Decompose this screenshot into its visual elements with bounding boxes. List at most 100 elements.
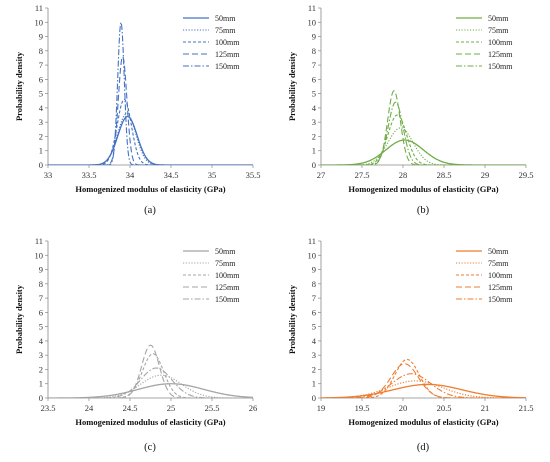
legend-label: 50mm <box>488 247 509 256</box>
x-tick-label: 28 <box>399 170 408 180</box>
x-tick-label: 34 <box>126 170 135 180</box>
x-tick-label: 29.5 <box>519 170 534 180</box>
y-tick-label: 6 <box>39 307 43 317</box>
y-tick-label: 10 <box>35 250 44 260</box>
x-tick-label: 20 <box>399 403 408 413</box>
y-axis-title: Probability density <box>287 284 297 354</box>
x-tick-label: 27 <box>317 170 326 180</box>
y-tick-label: 7 <box>39 293 43 303</box>
y-tick-label: 5 <box>39 89 43 99</box>
legend-label: 150mm <box>488 62 513 71</box>
panel-caption: (d) <box>417 442 430 453</box>
x-tick-label: 29 <box>481 170 490 180</box>
y-tick-label: 4 <box>312 336 317 346</box>
x-tick-label: 28.5 <box>437 170 452 180</box>
x-tick-label: 23.5 <box>41 403 56 413</box>
series-curve-125mm <box>48 55 253 165</box>
x-tick-label: 33.5 <box>82 170 97 180</box>
legend-label: 125mm <box>488 283 513 292</box>
x-tick-label: 25 <box>167 403 176 413</box>
y-tick-label: 2 <box>39 131 43 141</box>
y-tick-label: 0 <box>312 393 316 403</box>
y-tick-label: 4 <box>312 103 317 113</box>
chart-panel-3: 0 1 2 3 4 5 6 7 8 9 10 11 19 19.5 20 20.5 21 21.5 Homogeni… <box>287 236 533 453</box>
y-tick-label: 3 <box>312 117 316 127</box>
legend-label: 150mm <box>215 62 240 71</box>
series-curve-100mm <box>321 114 526 165</box>
x-tick-label: 25.5 <box>205 403 220 413</box>
y-tick-label: 9 <box>312 265 316 275</box>
x-axis-title: Homogenized modulus of elasticity (GPa) <box>75 417 225 427</box>
y-tick-label: 5 <box>312 89 316 99</box>
y-tick-label: 5 <box>312 322 316 332</box>
y-tick-label: 1 <box>39 146 43 156</box>
y-tick-label: 1 <box>39 379 43 389</box>
y-tick-label: 11 <box>35 236 43 246</box>
y-tick-label: 11 <box>308 236 316 246</box>
y-tick-label: 3 <box>39 350 43 360</box>
series-curve-150mm <box>321 373 526 398</box>
legend-label: 125mm <box>488 50 513 59</box>
y-tick-label: 9 <box>39 265 43 275</box>
series-curve-50mm <box>48 383 253 398</box>
x-axis-title: Homogenized modulus of elasticity (GPa) <box>348 184 498 194</box>
series-curve-125mm <box>48 344 253 398</box>
y-tick-label: 6 <box>39 74 43 84</box>
series-curve-50mm <box>48 115 253 165</box>
legend-label: 75mm <box>488 259 509 268</box>
y-tick-label: 2 <box>312 131 316 141</box>
y-tick-label: 4 <box>39 336 44 346</box>
y-tick-label: 0 <box>312 160 316 170</box>
legend-label: 75mm <box>215 26 236 35</box>
legend-label: 100mm <box>488 271 513 280</box>
x-tick-label: 19.5 <box>355 403 370 413</box>
y-tick-label: 11 <box>308 3 316 13</box>
panel-caption: (b) <box>417 205 430 216</box>
legend-label: 100mm <box>488 38 513 47</box>
legend-label: 50mm <box>215 14 236 23</box>
y-tick-label: 7 <box>312 293 316 303</box>
y-tick-label: 3 <box>39 117 43 127</box>
x-tick-label: 20.5 <box>437 403 452 413</box>
x-axis-title: Homogenized modulus of elasticity (GPa) <box>348 417 498 427</box>
legend-label: 100mm <box>215 271 240 280</box>
y-tick-label: 9 <box>39 32 43 42</box>
y-tick-label: 2 <box>312 364 316 374</box>
x-tick-label: 35 <box>208 170 217 180</box>
x-axis-title: Homogenized modulus of elasticity (GPa) <box>75 184 225 194</box>
series-curve-100mm <box>48 353 253 398</box>
series-curve-75mm <box>321 127 526 165</box>
legend-label: 125mm <box>215 50 240 59</box>
legend-label: 125mm <box>215 283 240 292</box>
y-axis-title: Probability density <box>287 51 297 121</box>
y-tick-label: 10 <box>35 17 44 27</box>
y-tick-label: 0 <box>39 160 43 170</box>
panel-caption: (a) <box>144 205 156 216</box>
chart-panel-2: 0 1 2 3 4 5 6 7 8 9 10 11 23.5 24 24.5 25 25.5 26 Homogeni… <box>14 236 257 453</box>
y-tick-label: 6 <box>312 74 316 84</box>
series-curve-125mm <box>321 90 526 165</box>
legend-label: 75mm <box>488 26 509 35</box>
series-curve-150mm <box>321 101 526 165</box>
y-tick-label: 1 <box>312 379 316 389</box>
series-curve-75mm <box>321 380 526 398</box>
series-curve-150mm <box>48 367 253 398</box>
x-tick-label: 21 <box>481 403 490 413</box>
y-tick-label: 8 <box>39 46 43 56</box>
y-tick-label: 3 <box>312 350 316 360</box>
y-tick-label: 11 <box>35 3 43 13</box>
x-tick-label: 21.5 <box>519 403 534 413</box>
legend-label: 50mm <box>215 247 236 256</box>
y-axis-title: Probability density <box>14 284 24 354</box>
series-curve-75mm <box>48 374 253 398</box>
y-tick-label: 2 <box>39 364 43 374</box>
series-curve-50mm <box>321 139 526 165</box>
legend-label: 100mm <box>215 38 240 47</box>
series-curve-100mm <box>321 358 526 398</box>
x-tick-label: 27.5 <box>355 170 370 180</box>
y-tick-label: 10 <box>308 17 317 27</box>
y-tick-label: 8 <box>39 279 43 289</box>
x-tick-label: 24 <box>85 403 94 413</box>
series-curve-125mm <box>321 363 526 398</box>
